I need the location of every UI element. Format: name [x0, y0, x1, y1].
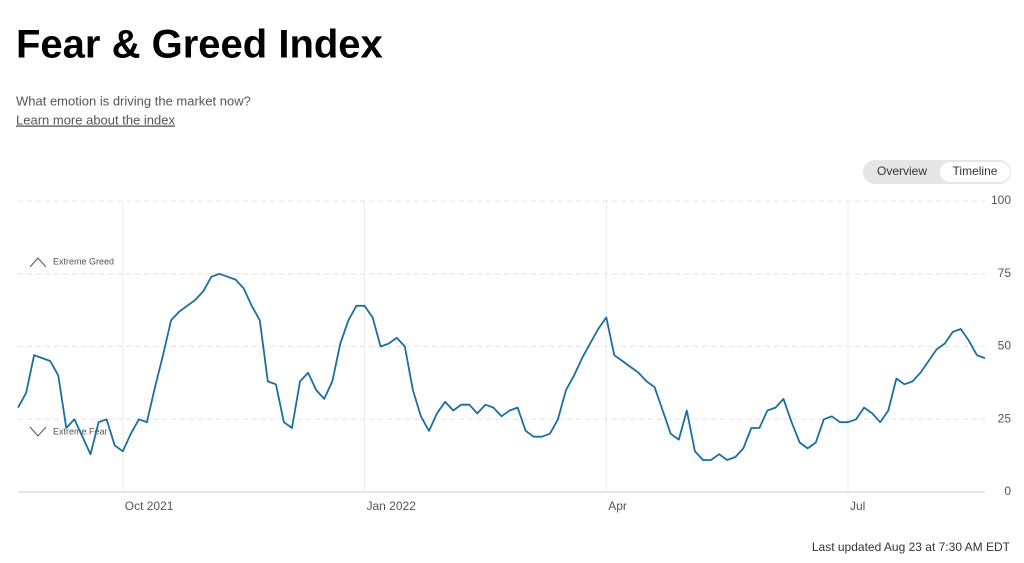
subtitle: What emotion is driving the market now?	[16, 93, 251, 108]
annotation-icon	[29, 426, 47, 437]
y-tick-label: 0	[1004, 484, 1011, 498]
annotation-icon	[29, 257, 47, 268]
x-tick-label: Oct 2021	[125, 499, 174, 513]
x-tick-label: Jul	[850, 499, 865, 513]
y-tick-label: 25	[998, 411, 1012, 425]
y-tick-label: 75	[998, 266, 1012, 280]
y-tick-label: 50	[998, 339, 1012, 353]
learn-more-link[interactable]: Learn more about the index	[16, 112, 175, 127]
toggle-button[interactable]: Overview	[877, 164, 927, 178]
toggle-active	[940, 162, 1010, 182]
annotation: Extreme Greed	[53, 256, 114, 266]
toggle-button[interactable]: Timeline	[953, 164, 998, 178]
x-tick-label: Jan 2022	[367, 499, 417, 513]
index-line	[17, 272, 986, 461]
y-tick-label: 100	[991, 193, 1011, 207]
x-tick-label: Apr	[608, 499, 627, 513]
title: Fear & Greed Index	[16, 23, 383, 67]
last-updated: Last updated Aug 23 at 7:30 AM EDT	[812, 540, 1011, 554]
